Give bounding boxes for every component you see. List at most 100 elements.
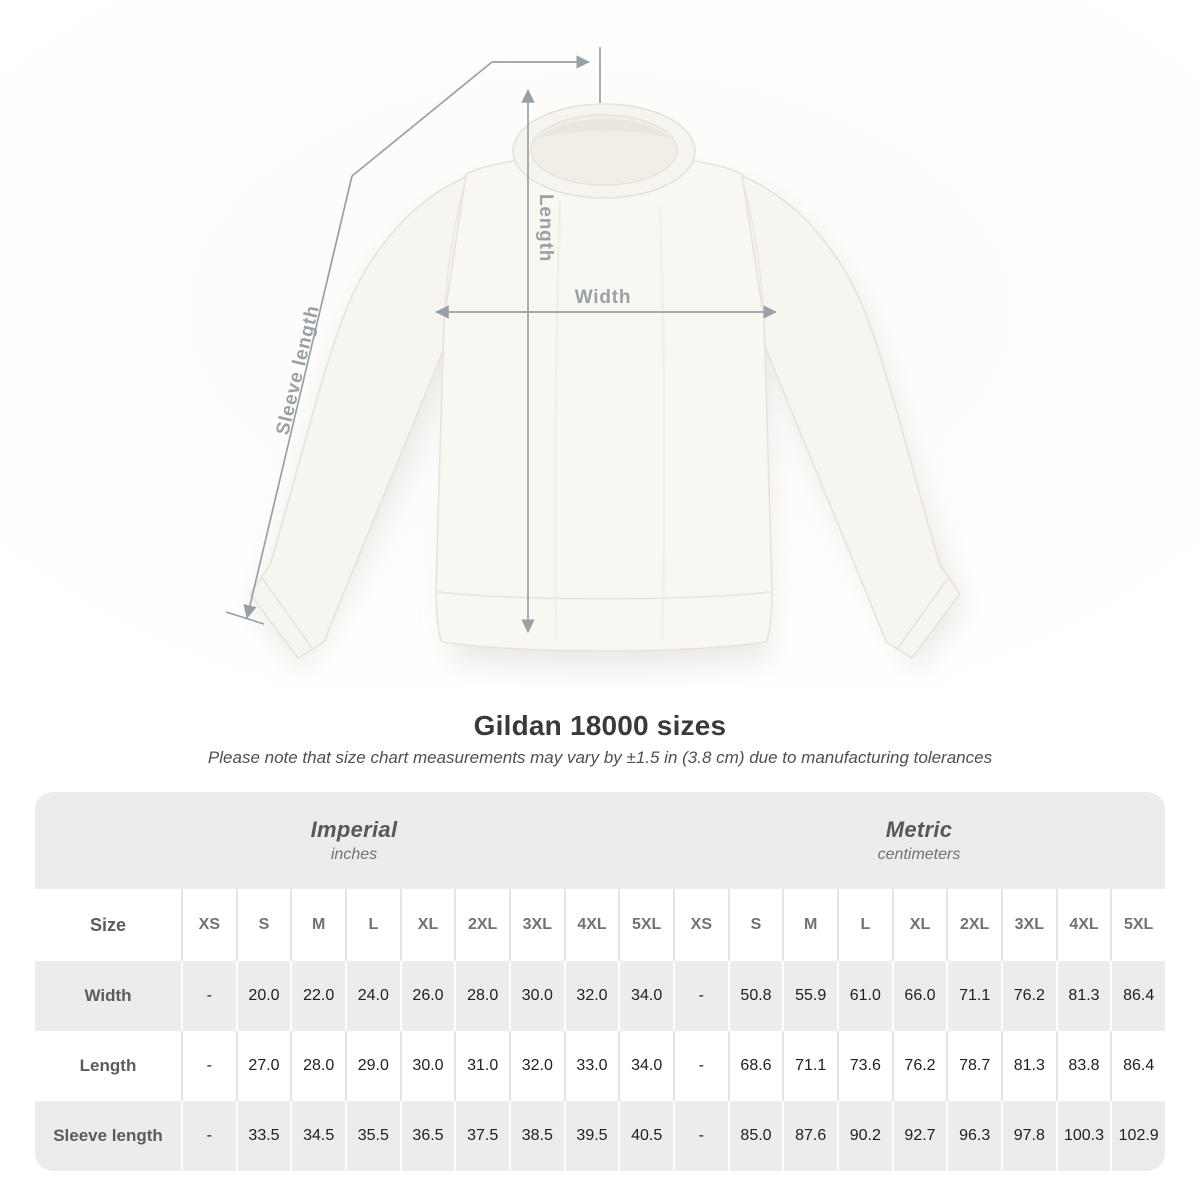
table-cell: 24.0 [345,961,400,1031]
hem-seam [437,591,771,600]
unit-group-name: Metric [885,817,953,842]
left-cuff-seam [261,577,313,649]
table-cell: 37.5 [454,1101,509,1171]
size-col-header: XL [399,889,455,961]
table-cell: 61.0 [837,961,892,1031]
table-cell: 28.0 [290,1031,345,1101]
row-label: Length [79,1056,137,1075]
row-label: Sleeve length [53,1126,163,1145]
table-cell: 32.0 [563,961,619,1031]
table-cell: 36.5 [399,1101,455,1171]
width-label: Width [575,287,632,308]
table-cell: 83.8 [1055,1031,1111,1101]
sleeve-length-cuff-tick [225,611,265,625]
sleeve-length-line-lower [243,175,353,619]
size-corner-label: Size [89,914,127,935]
table-cell: 68.6 [727,1031,783,1101]
sweatshirt-diagram-svg: Width Length Sleeve length [0,0,1200,690]
table-cell: - [673,1101,728,1171]
product-diagram: Width Length Sleeve length [0,0,1200,690]
table-cell: 86.4 [1110,961,1165,1031]
table-cell: 35.5 [345,1101,400,1171]
sleeve-length-line-upper [351,61,493,177]
table-cell: 81.3 [1001,1031,1056,1101]
table-cell: 78.7 [946,1031,1001,1101]
table-cell: 27.0 [235,1031,291,1101]
table-cell: 22.0 [290,961,345,1031]
size-col-header: S [235,889,291,961]
table-cell: 31.0 [454,1031,509,1101]
table-cell: 81.3 [1055,961,1111,1031]
left-sleeve [249,175,469,659]
table-cell: 33.5 [235,1101,291,1171]
table-cell: - [181,1031,236,1101]
right-sleeve [741,175,961,659]
table-cell: 28.0 [454,961,509,1031]
right-cuff-seam [897,577,949,649]
table-cell: 20.0 [235,961,291,1031]
table-cell: 85.0 [727,1101,783,1171]
size-header-row: Size XS S M L XL 2XL 3XL 4XL 5XL XS S M L XL 2XL 3XL 4XL… [35,889,1165,961]
unit-group-unit: centimeters [877,846,961,863]
table-row: Width -20.0 22.0 24.0 26.0 28.0 30.0 32.0 34.0-5… [35,961,1165,1031]
unit-group-metric: Metric centimeters [673,792,1165,889]
table-row: Sleeve length -33.5 34.5 35.5 36.5 37.5 38.5 39… [35,1101,1165,1171]
size-col-header: XL [891,889,947,961]
table-cell: 34.0 [618,961,673,1031]
size-col-header: 4XL [563,889,619,961]
size-col-header: 3XL [1001,889,1056,961]
table-cell: 90.2 [837,1101,892,1171]
body-panel [435,153,773,652]
table-cell: 26.0 [399,961,455,1031]
row-label: Width [84,986,132,1005]
fold-line [553,199,562,641]
size-col-header: 5XL [618,889,673,961]
table-cell: 71.1 [782,1031,837,1101]
size-col-header: 4XL [1055,889,1111,961]
table-cell: 55.9 [782,961,837,1031]
measurement-annotations [225,47,777,633]
table-cell: - [673,961,728,1031]
table-cell: 50.8 [727,961,783,1031]
table-cell: 33.0 [563,1031,619,1101]
caption-block: Gildan 18000 sizes Please note that size… [0,710,1200,768]
table-cell: 32.0 [509,1031,564,1101]
table-rows: Width -20.0 22.0 24.0 26.0 28.0 30.0 32.0 34.0-5… [35,961,1165,1171]
table-cell: 87.6 [782,1101,837,1171]
size-col-header: 5XL [1110,889,1165,961]
size-col-header: 2XL [454,889,509,961]
table-cell: 86.4 [1110,1031,1165,1101]
table-cell: 34.0 [618,1031,673,1101]
table-cell: 66.0 [891,961,947,1031]
size-col-header: M [782,889,837,961]
tolerance-note: Please note that size chart measurements… [207,748,993,767]
table-cell: - [673,1031,728,1101]
table-row: Length -27.0 28.0 29.0 30.0 31.0 32.0 33.0 34.0-… [35,1031,1165,1101]
size-col-header: S [727,889,783,961]
unit-group-name: Imperial [310,817,398,842]
table-cell: 76.2 [1001,961,1056,1031]
table-cell: 71.1 [946,961,1001,1031]
unit-header-band: Imperial inches Metric centimeters [35,792,1165,889]
size-col-header: 2XL [946,889,1001,961]
size-table: Imperial inches Metric centimeters Size … [35,792,1165,1171]
table-cell: 30.0 [509,961,564,1031]
length-label: Length [535,194,556,262]
size-col-header: XS [673,889,728,961]
table-cell: 29.0 [345,1031,400,1101]
table-cell: - [181,1101,236,1171]
table-cell: 100.3 [1055,1101,1111,1171]
table-cell: 97.8 [1001,1101,1056,1171]
unit-group-unit: inches [330,846,378,863]
table-cell: 39.5 [563,1101,619,1171]
size-col-header: L [837,889,892,961]
table-cell: 38.5 [509,1101,564,1171]
size-col-header: XS [181,889,236,961]
unit-group-imperial: Imperial inches [35,792,673,889]
fold-line [658,204,666,641]
size-col-header: L [345,889,400,961]
table-cell: 92.7 [891,1101,947,1171]
sweatshirt-illustration [249,103,961,659]
size-col-header: 3XL [509,889,564,961]
collar-back-shadow [536,119,672,140]
